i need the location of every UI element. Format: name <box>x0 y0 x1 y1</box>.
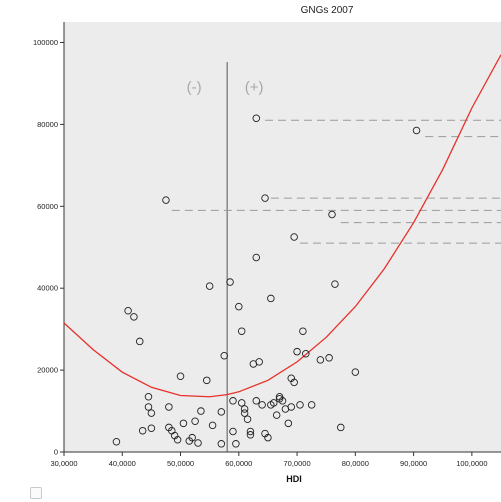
data-point <box>246 431 255 439</box>
data-point <box>147 409 156 417</box>
data-point <box>261 194 269 202</box>
data-point <box>229 427 237 436</box>
data-point <box>124 306 132 315</box>
data-point <box>191 417 199 426</box>
data-point <box>229 397 237 405</box>
data-point <box>138 426 147 435</box>
data-point <box>232 440 240 448</box>
data-point <box>252 397 261 405</box>
data-point <box>147 424 156 432</box>
data-point <box>255 358 263 366</box>
data-point <box>188 433 196 442</box>
data-point <box>208 421 217 430</box>
data-point <box>284 419 293 428</box>
data-point <box>412 126 421 135</box>
data-point <box>287 403 295 411</box>
fit-curve <box>64 54 501 398</box>
data-point <box>272 411 281 419</box>
data-point <box>252 253 261 262</box>
data-point <box>240 405 249 413</box>
data-point <box>112 438 121 446</box>
data-point <box>243 415 252 423</box>
data-point <box>173 435 182 444</box>
x-tick-label: 40,0000 <box>109 459 136 468</box>
data-point <box>290 233 298 241</box>
x-tick-label: 90,0000 <box>400 459 427 468</box>
data-point <box>246 427 255 436</box>
data-point <box>237 327 246 335</box>
data-point <box>165 403 173 411</box>
data-point <box>176 372 185 380</box>
data-point <box>226 278 234 286</box>
y-tick-label: 0 <box>54 448 58 457</box>
data-point <box>217 440 226 448</box>
data-point <box>235 302 243 311</box>
x-tick-label: 100,0000 <box>456 459 487 468</box>
data-point <box>278 397 287 405</box>
data-point <box>351 368 360 376</box>
data-point <box>144 403 153 411</box>
data-point <box>302 349 310 358</box>
region-label-positive: (+) <box>245 79 264 96</box>
data-point <box>328 210 336 219</box>
data-point <box>194 439 202 447</box>
x-axis-label: HDI <box>286 474 302 484</box>
data-point <box>307 401 316 409</box>
data-point <box>220 352 228 360</box>
data-point <box>299 327 307 335</box>
data-point <box>316 356 325 364</box>
data-point <box>290 378 298 387</box>
region-label-negative: (-) <box>187 79 202 96</box>
plot-area: 0 20000 40000 60000 80000 100000 30,0000 40,000… <box>33 22 501 468</box>
x-tick-label: 80,0000 <box>342 459 369 468</box>
x-tick-label: 70,0000 <box>284 459 311 468</box>
y-tick-label: 100000 <box>33 38 58 47</box>
data-point <box>144 392 153 401</box>
y-tick-label: 80000 <box>37 120 58 129</box>
data-point <box>179 419 188 428</box>
data-point <box>217 408 226 416</box>
data-point <box>293 347 301 356</box>
x-tick-label: 50,0000 <box>167 459 194 468</box>
plot-background <box>64 22 501 452</box>
y-tick-label: 20000 <box>37 366 58 375</box>
y-tick-label: 60000 <box>37 202 58 211</box>
x-tick-label: 60,0000 <box>225 459 252 468</box>
data-point <box>270 399 278 407</box>
data-point <box>264 433 272 442</box>
data-point <box>130 313 138 321</box>
document-icon <box>30 487 42 499</box>
data-point <box>337 423 345 432</box>
data-point <box>205 282 214 290</box>
data-point <box>296 401 304 409</box>
data-point <box>135 337 144 346</box>
data-point <box>197 407 205 415</box>
data-point <box>258 401 266 409</box>
y-tick-label: 40000 <box>37 284 58 293</box>
data-point <box>325 354 333 362</box>
data-point <box>162 196 170 204</box>
data-point <box>267 294 275 303</box>
data-point <box>331 280 339 288</box>
data-point <box>237 399 246 407</box>
chart-title: GNGs 2007 <box>301 5 354 16</box>
data-point <box>203 376 211 385</box>
data-point <box>240 409 249 417</box>
data-point <box>252 114 261 122</box>
x-tick-label: 30,0000 <box>50 459 77 468</box>
